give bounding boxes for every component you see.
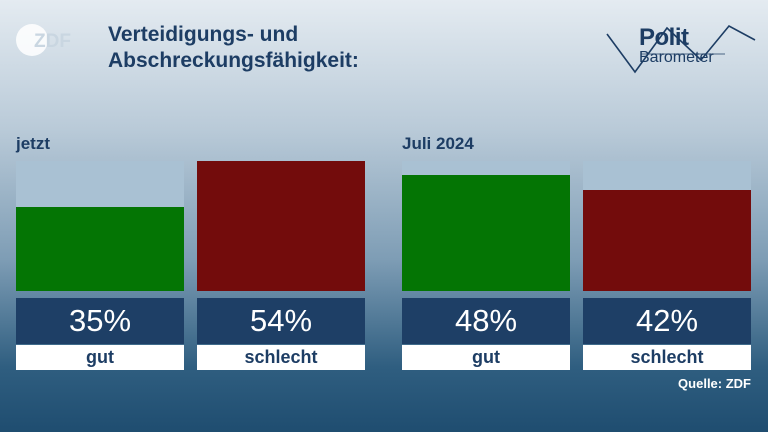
bar-jetzt-schlecht xyxy=(197,161,365,291)
bar-juli-schlecht-track xyxy=(583,161,751,291)
value-label-juli-schlecht: 42% xyxy=(583,298,751,344)
value-label-jetzt-schlecht: 54% xyxy=(197,298,365,344)
group-label-jetzt: jetzt xyxy=(16,134,50,153)
title-line-2: Abschreckungsfähigkeit: xyxy=(108,49,359,72)
group-label-juli-2024: Juli 2024 xyxy=(402,134,474,153)
zdf-logo: ZDF xyxy=(14,22,80,58)
brand-polit: Polit xyxy=(639,24,689,51)
category-label-jetzt-gut: gut xyxy=(16,345,184,370)
category-label-juli-gut: gut xyxy=(402,345,570,370)
category-label-jetzt-schlecht: schlecht xyxy=(197,345,365,370)
title-line-1: Verteidigungs- und xyxy=(108,23,299,46)
source-note: Quelle: ZDF xyxy=(678,376,751,391)
bar-juli-schlecht xyxy=(583,190,751,291)
politbarometer-logo: Polit Barometer xyxy=(605,16,757,76)
bar-jetzt-gut-track xyxy=(16,161,184,291)
value-label-jetzt-gut: 35% xyxy=(16,298,184,344)
bar-jetzt-gut xyxy=(16,207,184,291)
value-label-juli-gut: 48% xyxy=(402,298,570,344)
zdf-logo-text: ZDF xyxy=(34,31,71,52)
bar-jetzt-schlecht-track xyxy=(197,161,365,291)
bar-juli-gut xyxy=(402,175,570,291)
page-title: Verteidigungs- und Abschreckungsfähigkei… xyxy=(108,22,359,74)
category-label-juli-schlecht: schlecht xyxy=(583,345,751,370)
brand-barometer: Barometer xyxy=(639,49,714,66)
bar-juli-gut-track xyxy=(402,161,570,291)
